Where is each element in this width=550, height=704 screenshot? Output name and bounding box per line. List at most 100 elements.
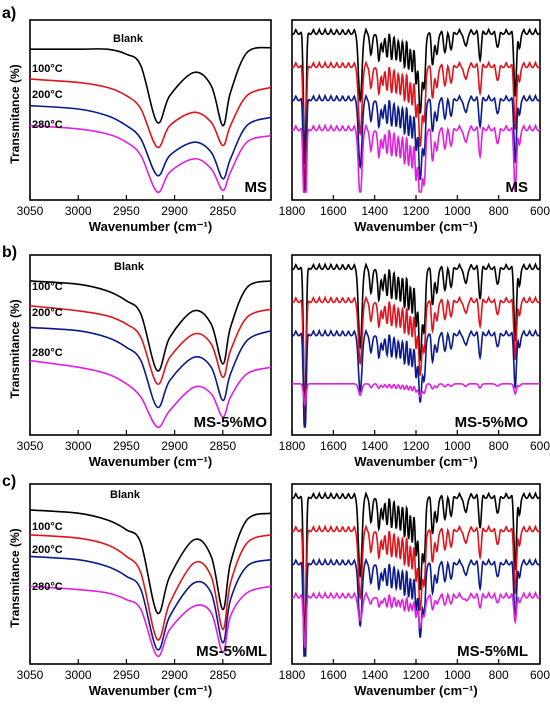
series-label: 100°C bbox=[32, 521, 63, 533]
panel-b-right-tick-label: 1000 bbox=[444, 439, 471, 453]
series-label: 280°C bbox=[32, 119, 63, 131]
panel-a-right-series-line bbox=[291, 60, 541, 193]
panel-c-right-tick-label: 1600 bbox=[320, 668, 347, 682]
panel-a-left-series-line bbox=[29, 104, 272, 180]
panel-a-left-tick-label: 2850 bbox=[209, 204, 236, 218]
series-label: 200°C bbox=[32, 307, 63, 319]
panel-a-left-tick-label: 2950 bbox=[113, 204, 140, 218]
panel-label-b: b) bbox=[2, 244, 17, 261]
panel-b-right-tick-label: 1200 bbox=[403, 439, 430, 453]
panel-b-left-tick-label: 2950 bbox=[113, 439, 140, 453]
panel-c-left: 3050 3000 2950 2900 2850 Blank 100°C 200°C 280°C… bbox=[17, 483, 272, 698]
panel-b-left-tick-label: 3050 bbox=[17, 439, 44, 453]
y-axis-label: Transmitance (%) bbox=[8, 299, 22, 398]
panel-a-right-tick-label: 1400 bbox=[361, 204, 388, 218]
panel-c-left-xlabel: Wavenumber (cm⁻¹) bbox=[89, 683, 212, 698]
panel-c-left-tick-label: 2850 bbox=[209, 668, 236, 682]
series-label: 280°C bbox=[32, 581, 63, 593]
y-axis-label: Transmitance (%) bbox=[8, 64, 22, 163]
panel-a-right-tick-label: 800 bbox=[489, 204, 509, 218]
series-label: 200°C bbox=[32, 544, 63, 556]
panel-c-right-xlabel: Wavenumber (cm⁻¹) bbox=[354, 683, 477, 698]
y-axis-label: Transmitance (%) bbox=[8, 528, 22, 627]
panel-a-right-series-line bbox=[291, 123, 541, 193]
panel-a-left-series-line bbox=[29, 78, 272, 149]
panel-c-right-series-line bbox=[291, 590, 541, 648]
panel-c-left-tick-label: 2950 bbox=[113, 668, 140, 682]
panel-b-right-sample-label: MS-5%MO bbox=[455, 414, 529, 431]
panel-a-right-series-line bbox=[291, 27, 541, 164]
series-label: Blank bbox=[113, 33, 144, 45]
panel-a-left-xlabel: Wavenumber (cm⁻¹) bbox=[89, 219, 212, 234]
panel-c-left-series-line bbox=[29, 585, 272, 657]
panel-c-left-sample-label: MS-5%ML bbox=[196, 643, 267, 660]
panel-b-left-tick-label: 3000 bbox=[65, 439, 92, 453]
panel-c-left-series-line bbox=[29, 534, 272, 641]
panel-c-left-series-line bbox=[29, 555, 272, 651]
panel-a-left-frame bbox=[29, 19, 272, 201]
panel-b-left-tick-label: 2900 bbox=[161, 439, 188, 453]
panel-a-right-tick-label: 1800 bbox=[279, 204, 306, 218]
panel-b-left-series-line bbox=[29, 326, 272, 409]
panel-b-right-tick-label: 1400 bbox=[361, 439, 388, 453]
panel-b-right-tick-label: 1800 bbox=[279, 439, 306, 453]
panel-c-right-series-line bbox=[291, 557, 541, 657]
panel-b-left-series-line bbox=[29, 305, 272, 385]
panel-c-left-tick-label: 2900 bbox=[161, 668, 188, 682]
panel-a-right-tick-label: 1000 bbox=[444, 204, 471, 218]
panel-b-left-series-line bbox=[29, 359, 272, 428]
panel-b-right-series-line bbox=[291, 262, 541, 419]
panel-a-right-series-line bbox=[291, 93, 541, 193]
panel-c-left-series-line bbox=[29, 509, 272, 615]
series-label: 280°C bbox=[32, 347, 63, 359]
panel-c-right-tick-label: 600 bbox=[530, 668, 550, 682]
panel-c-right-sample-label: MS-5%ML bbox=[457, 643, 528, 660]
panel-b-right-xlabel: Wavenumber (cm⁻¹) bbox=[354, 454, 477, 469]
panel-b-right-tick-label: 600 bbox=[530, 439, 550, 453]
series-label: 200°C bbox=[32, 89, 63, 101]
panel-b-right-series-line bbox=[291, 295, 541, 423]
panel-label-a: a) bbox=[2, 5, 16, 22]
panel-a-right-xlabel: Wavenumber (cm⁻¹) bbox=[354, 219, 477, 234]
panel-a-left-tick-label: 2900 bbox=[161, 204, 188, 218]
panel-c-left-frame bbox=[29, 483, 272, 665]
panel-label-c: c) bbox=[2, 473, 16, 490]
panel-a-left-tick-label: 3050 bbox=[17, 204, 44, 218]
panel-b-left-tick-label: 2850 bbox=[209, 439, 236, 453]
panel-c-right-tick-label: 1800 bbox=[279, 668, 306, 682]
panel-a-right-sample-label: MS bbox=[506, 179, 529, 196]
panel-a-left-sample-label: MS bbox=[245, 179, 268, 196]
panel-b-left: 3050 3000 2950 2900 2850 Blank 100°C 200°C 280°C… bbox=[17, 254, 272, 469]
panel-b-right-series-line bbox=[292, 383, 540, 408]
panel-a-right-tick-label: 1600 bbox=[320, 204, 347, 218]
panel-c-left-tick-label: 3000 bbox=[65, 668, 92, 682]
panel-b-right-tick-label: 1600 bbox=[320, 439, 347, 453]
panel-c-right-tick-label: 800 bbox=[489, 668, 509, 682]
panel-a-right-tick-label: 600 bbox=[530, 204, 550, 218]
panel-c-left-tick-label: 3050 bbox=[17, 668, 44, 682]
panel-c-right-tick-label: 1200 bbox=[403, 668, 430, 682]
panel-c-right-tick-label: 1400 bbox=[361, 668, 388, 682]
panel-a-left-series-line bbox=[29, 124, 272, 193]
panel-b-right-series-line bbox=[291, 328, 541, 428]
series-label: 100°C bbox=[32, 281, 63, 293]
panel-b-left-sample-label: MS-5%MO bbox=[194, 414, 268, 431]
series-label: 100°C bbox=[32, 63, 63, 75]
panel-b-right-tick-label: 800 bbox=[489, 439, 509, 453]
panel-a-left-series-line bbox=[29, 46, 272, 127]
panel-c-right-tick-label: 1000 bbox=[444, 668, 471, 682]
panel-b-left-frame bbox=[29, 254, 272, 436]
series-label: Blank bbox=[110, 489, 141, 501]
panel-c-right-series-line bbox=[291, 524, 541, 657]
panel-a-left-tick-label: 3000 bbox=[65, 204, 92, 218]
series-label: Blank bbox=[114, 261, 145, 273]
panel-c-right-series-line bbox=[291, 491, 541, 648]
panel-a-left: 3050 3000 2950 2900 2850 Blank 100°C 200°C 280°C… bbox=[17, 19, 272, 234]
panel-a-right-tick-label: 1200 bbox=[403, 204, 430, 218]
panel-b-left-series-line bbox=[29, 280, 272, 372]
panel-b-left-xlabel: Wavenumber (cm⁻¹) bbox=[89, 454, 212, 469]
